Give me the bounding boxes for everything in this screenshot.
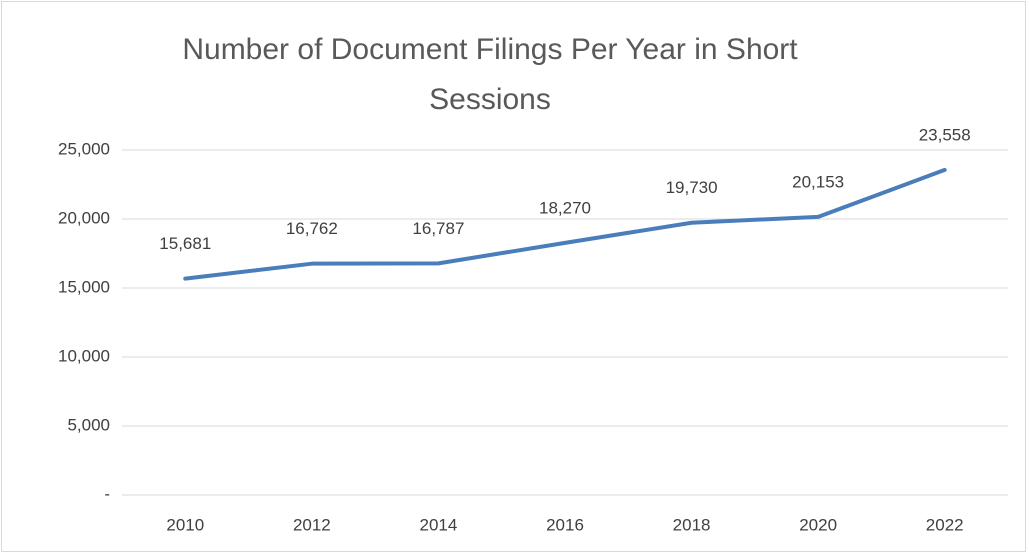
- x-tick-label: 2020: [799, 515, 837, 534]
- x-tick-label: 2018: [673, 515, 711, 534]
- data-label: 19,730: [666, 178, 718, 197]
- line: [183, 167, 947, 281]
- x-tick-label: 2012: [293, 515, 331, 534]
- chart-title: Number of Document Filings Per Year in S…: [182, 33, 798, 116]
- data-label: 15,681: [159, 234, 211, 253]
- data-label: 16,762: [286, 219, 338, 238]
- x-tick-label: 2014: [420, 515, 458, 534]
- x-tick-label: 2010: [166, 515, 204, 534]
- x-tick-label: 2022: [926, 515, 964, 534]
- y-tick-label: 15,000: [58, 277, 110, 296]
- x-tick-label: 2016: [546, 515, 584, 534]
- y-tick-label: 20,000: [58, 208, 110, 227]
- y-tick-label: 25,000: [58, 139, 110, 158]
- y-tick-label: 5,000: [67, 415, 110, 434]
- data-label: 23,558: [919, 125, 971, 144]
- y-tick-label: 10,000: [58, 346, 110, 365]
- data-label: 20,153: [792, 172, 844, 191]
- data-label: 18,270: [539, 198, 591, 217]
- y-tick-label: -: [104, 484, 110, 503]
- data-label: 16,787: [412, 219, 464, 238]
